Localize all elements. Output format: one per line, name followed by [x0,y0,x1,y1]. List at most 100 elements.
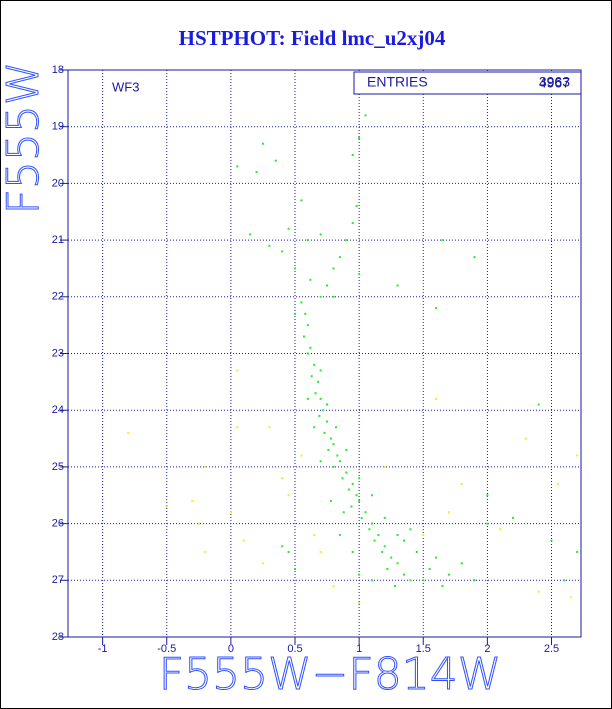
point [336,454,339,457]
point [229,511,232,514]
point [309,346,312,349]
point [345,448,348,451]
x-tick-label: -0.5 [157,643,176,655]
point [306,324,309,327]
y-tick-label: 22 [52,291,64,303]
point [409,579,412,582]
point [355,205,358,208]
point [204,550,207,553]
point [268,426,271,429]
point [287,494,290,497]
y-tick-label: 24 [52,404,64,416]
point [319,550,322,553]
point [335,426,338,429]
point [322,409,325,412]
point [396,533,399,536]
point [261,562,264,565]
point [323,431,326,434]
point [338,460,341,463]
point [342,511,345,514]
point [358,137,361,140]
point [338,533,341,536]
point [473,256,476,259]
point [563,579,566,582]
point [373,539,376,542]
point [332,584,335,587]
point [460,562,463,565]
y-axis-label: F555W [0,62,49,215]
x-axis-label: F555W−F814W [159,649,501,700]
point [576,454,579,457]
point [306,239,309,242]
point [127,431,130,434]
point [319,397,322,400]
point [441,584,444,587]
point [383,465,386,468]
point [268,244,271,247]
x-tick-label: -1 [98,643,108,655]
point [345,471,348,474]
point [306,352,309,355]
point [287,550,290,553]
point [422,533,425,536]
point [364,511,367,514]
y-tick-label: 23 [52,347,64,359]
point [351,222,354,225]
point [383,545,386,548]
point [358,601,361,604]
point [313,533,316,536]
point [255,171,258,174]
point [512,516,515,519]
point [351,482,354,485]
point [396,284,399,287]
point [441,239,444,242]
point [370,494,373,497]
point [287,227,290,230]
point [499,528,502,531]
point [191,499,194,502]
x-tick-label: 0.5 [287,643,302,655]
point [435,556,438,559]
point [310,375,313,378]
y-tick-label: 28 [52,631,64,643]
point [351,154,354,157]
point [313,363,316,366]
point [294,312,297,315]
point [261,142,264,145]
point [317,380,320,383]
point [236,426,239,429]
point [550,539,553,542]
point [236,369,239,372]
stats-value: 3963 [539,74,570,90]
point [242,539,245,542]
point [338,256,341,259]
point [556,482,559,485]
y-tick-label: 20 [52,177,64,189]
point [326,284,329,287]
point [249,233,252,236]
point [329,499,332,502]
point [368,528,371,531]
point [576,550,579,553]
point [537,403,540,406]
point [355,494,358,497]
point [294,567,297,570]
point [524,437,527,440]
annotation: WF3 [112,79,139,94]
point [394,584,397,587]
point [409,528,412,531]
point [537,590,540,593]
point [358,573,361,576]
point [300,199,303,202]
stats-label: ENTRIES [367,74,428,90]
point [326,403,329,406]
x-tick-label: 1.5 [416,643,431,655]
point [319,369,322,372]
point [332,295,335,298]
y-tick-label: 27 [52,574,64,586]
y-tick-label: 21 [52,234,64,246]
point [332,465,335,468]
stats-box [353,71,582,95]
